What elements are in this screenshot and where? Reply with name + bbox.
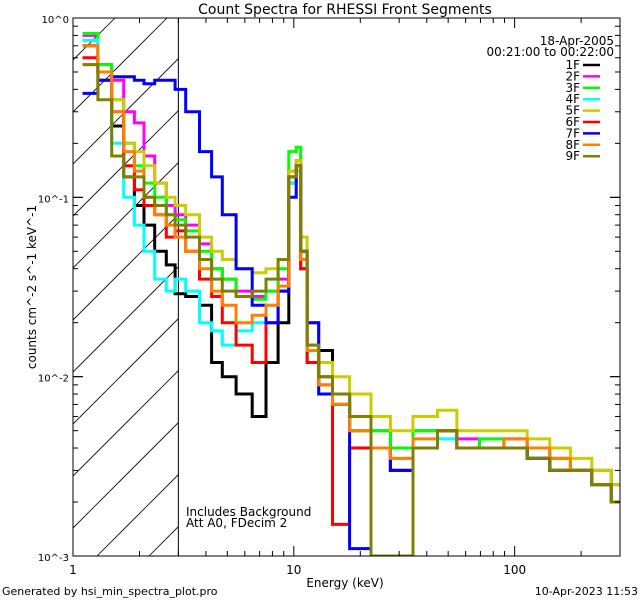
date-label: 18-Apr-2005 bbox=[540, 34, 614, 48]
series-7F bbox=[82, 75, 620, 551]
legend-label-4F: 4F bbox=[565, 92, 580, 106]
legend-label-1F: 1F bbox=[565, 58, 580, 72]
annotation-attenuator: Att A0, FDecim 2 bbox=[186, 516, 287, 530]
legend-label-8F: 8F bbox=[565, 138, 580, 152]
footer-timestamp: 10-Apr-2023 11:53 bbox=[535, 585, 638, 598]
y-axis-label: counts cm^-2 s^-1 keV^-1 bbox=[25, 205, 39, 369]
y-tick-label: 10^-1 bbox=[38, 194, 69, 205]
y-tick-label: 10^0 bbox=[42, 15, 69, 26]
series-9F bbox=[82, 63, 620, 556]
time-range-label: 00:21:00 to 00:22:00 bbox=[487, 45, 614, 59]
legend-label-9F: 9F bbox=[565, 149, 580, 163]
series-lines bbox=[82, 32, 620, 556]
axis-ticks bbox=[72, 17, 621, 557]
series-8F bbox=[82, 44, 620, 504]
y-tick-label: 10^-2 bbox=[38, 374, 69, 385]
series-6F bbox=[82, 56, 620, 526]
hatch-line bbox=[253, 18, 640, 556]
plot-frame bbox=[72, 17, 621, 557]
series-4F bbox=[82, 38, 620, 504]
legend-label-6F: 6F bbox=[565, 115, 580, 129]
hatch-line bbox=[73, 266, 179, 373]
hatch-line bbox=[73, 318, 179, 425]
axis-tick-labels: 10^-3 10^-2 10^-1 10^0 1 10 100 bbox=[38, 15, 526, 577]
series-5F bbox=[82, 63, 620, 487]
legend-label-3F: 3F bbox=[565, 81, 580, 95]
hatch-line bbox=[96, 474, 179, 556]
hatched-region bbox=[0, 18, 640, 556]
hatch-line bbox=[0, 18, 11, 556]
hatch-line bbox=[73, 370, 179, 477]
y-tick-label: 10^-3 bbox=[38, 553, 69, 564]
legend-label-7F: 7F bbox=[565, 126, 580, 140]
hatch-line bbox=[73, 110, 179, 217]
hatch-line bbox=[73, 18, 168, 113]
chart-title: Count Spectra for RHESSI Front Segments bbox=[198, 2, 492, 18]
x-tick-label: 10 bbox=[286, 563, 301, 577]
annotation-background: Includes Background bbox=[186, 505, 311, 519]
footer-generated-by: Generated by hsi_min_spectra_plot.pro bbox=[2, 585, 218, 598]
x-tick-label: 1 bbox=[69, 563, 77, 577]
series-1F bbox=[82, 44, 620, 504]
legend-label-5F: 5F bbox=[565, 104, 580, 118]
hatch-line bbox=[73, 422, 179, 529]
hatch-line bbox=[73, 214, 179, 321]
legend-label-2F: 2F bbox=[565, 69, 580, 83]
hatch-line bbox=[73, 162, 179, 269]
x-axis-label: Energy (keV) bbox=[306, 576, 383, 590]
x-tick-label: 100 bbox=[503, 563, 526, 577]
hatch-line bbox=[73, 58, 179, 165]
